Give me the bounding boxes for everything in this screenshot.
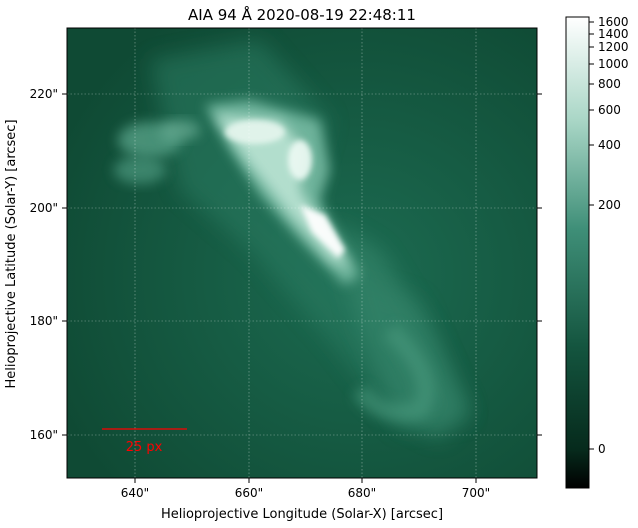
y-tick-label: 160"	[30, 428, 58, 442]
scale-bar: 25 px	[102, 428, 187, 455]
x-axis-label: Helioprojective Longitude (Solar-X) [arc…	[161, 507, 443, 522]
solar-image	[67, 28, 537, 478]
figure-title: AIA 94 Å 2020-08-19 22:48:11	[188, 5, 416, 24]
colorbar-tick-label: 400	[598, 138, 621, 152]
colorbar-tick-label: 1400	[598, 27, 629, 41]
colorbar-tick-label: 1600	[598, 15, 629, 29]
y-tick-label: 220"	[30, 87, 58, 101]
y-tick-label: 200"	[30, 201, 58, 215]
x-tick-label: 660"	[235, 486, 263, 500]
y-tick-labels: 220" 200" 180" 160"	[30, 87, 58, 442]
y-axis-label: Helioprojective Latitude (Solar-Y) [arcs…	[4, 119, 19, 388]
x-tick-label: 680"	[348, 486, 376, 500]
colorbar-tick-label: 200	[598, 198, 621, 212]
scale-bar-label: 25 px	[126, 440, 163, 455]
x-tick-labels: 640" 660" 680" 700"	[121, 486, 490, 500]
y-tick-label: 180"	[30, 314, 58, 328]
colorbar-tick-label: 1200	[598, 40, 629, 54]
axis-ticks	[62, 93, 542, 483]
x-tick-label: 700"	[462, 486, 490, 500]
axes-frame	[66, 27, 538, 479]
colorbar: 1600 1400 1200 1000 800 600 400 200 0	[565, 15, 629, 489]
colorbar-tick-label: 800	[598, 77, 621, 91]
colorbar-tick-label: 1000	[598, 57, 629, 71]
colorbar-tick-label: 600	[598, 103, 621, 117]
coordinate-grid	[67, 28, 537, 478]
x-tick-label: 640"	[121, 486, 149, 500]
colorbar-tick-label: 0	[598, 442, 606, 456]
